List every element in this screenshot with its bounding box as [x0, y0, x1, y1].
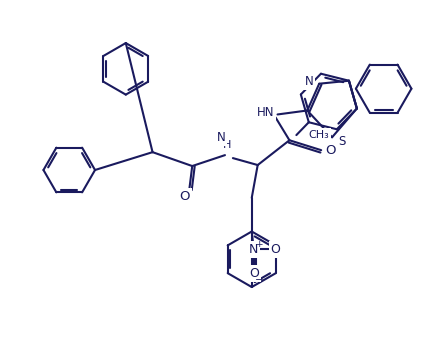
Text: CH₃: CH₃	[308, 130, 329, 140]
Text: H: H	[223, 140, 231, 150]
Text: N: N	[249, 243, 259, 256]
Text: +: +	[255, 240, 263, 249]
Text: HN: HN	[257, 106, 274, 119]
Text: O: O	[271, 243, 281, 256]
Text: O: O	[249, 267, 259, 280]
Text: S: S	[338, 135, 346, 148]
Text: N: N	[217, 131, 225, 144]
Text: O: O	[325, 144, 335, 157]
Text: N: N	[305, 75, 314, 88]
Text: −: −	[255, 275, 264, 285]
Text: O: O	[179, 190, 190, 203]
